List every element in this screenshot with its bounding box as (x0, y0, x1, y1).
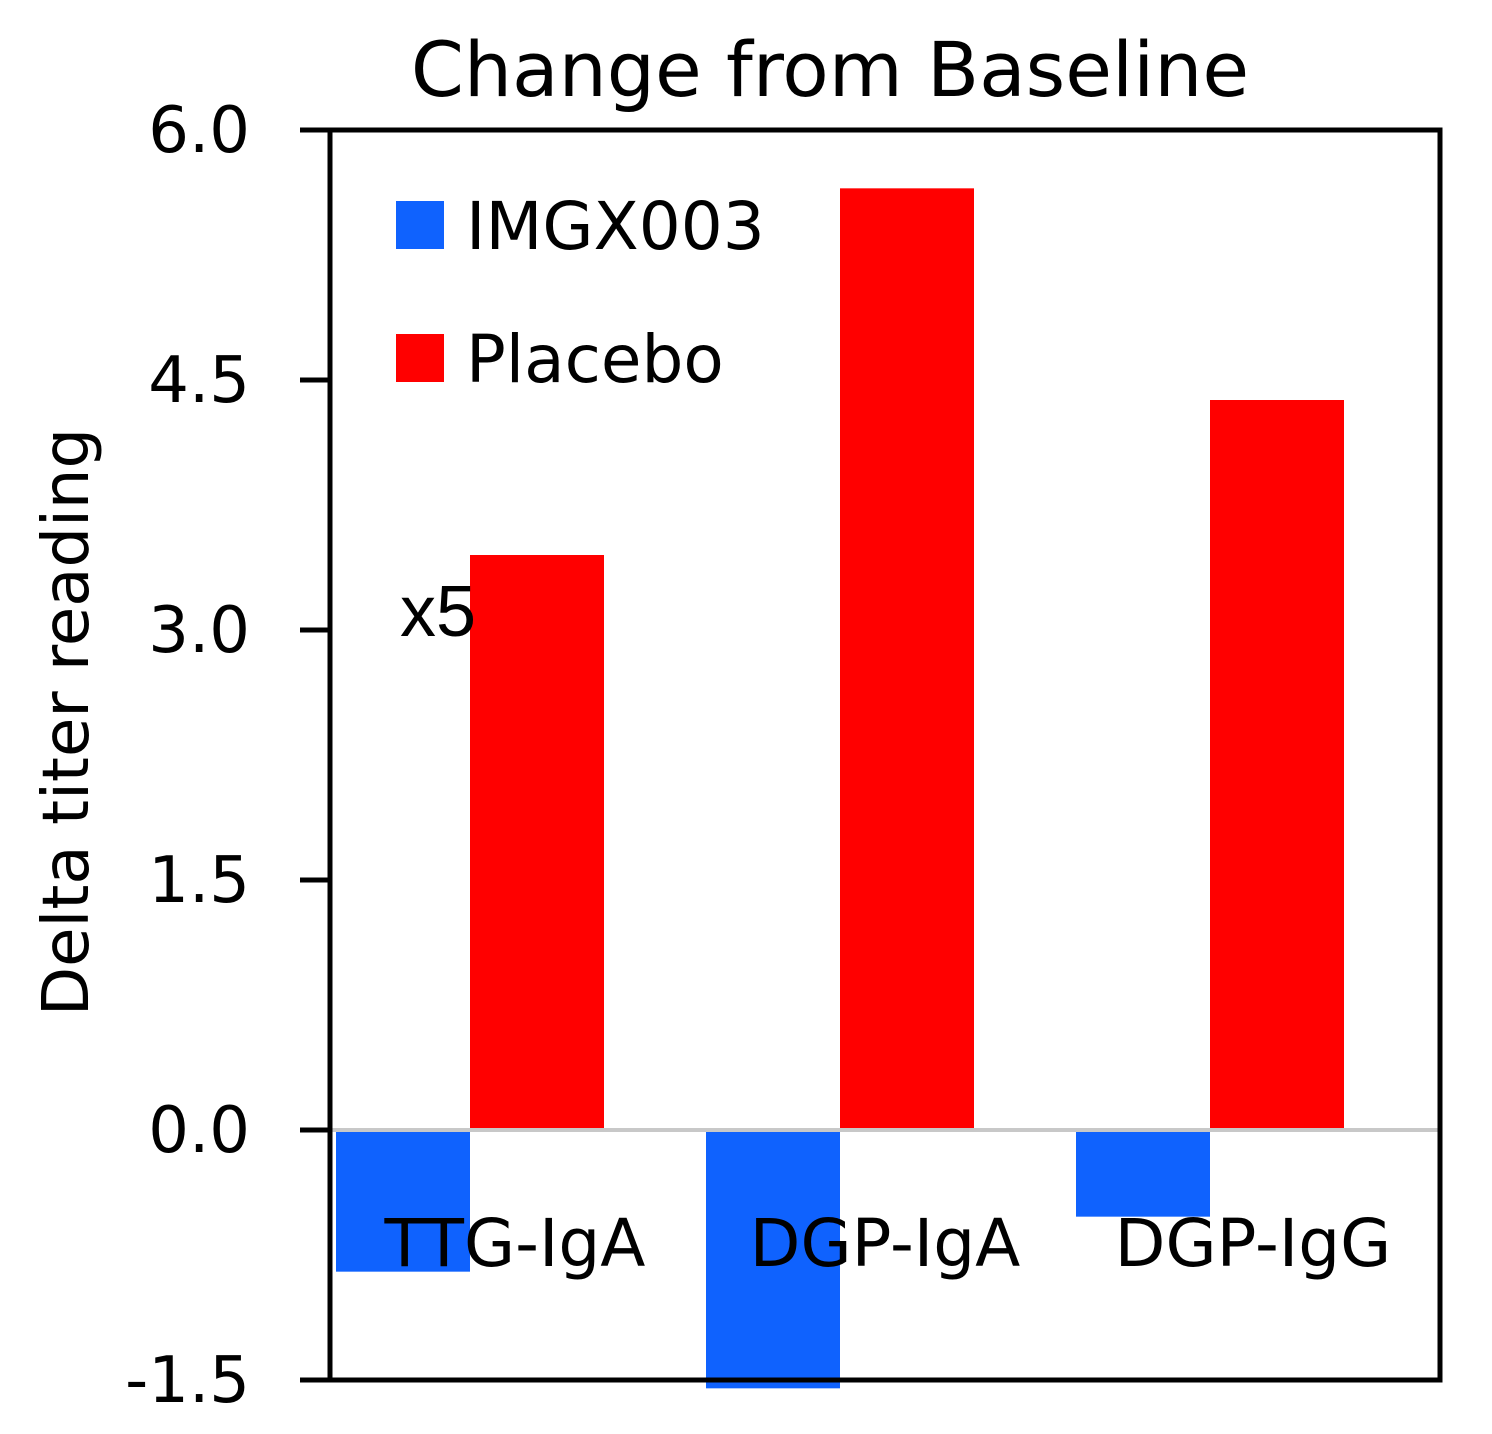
y-tick-label: 4.5 (148, 344, 250, 418)
legend-label-placebo: Placebo (466, 321, 724, 398)
bar-placebo-dgp-iga (840, 188, 974, 1131)
y-tick-label: 0.0 (148, 1094, 250, 1168)
category-labels: TTG-IgA DGP-IgA DGP-IgG (384, 1205, 1392, 1282)
y-tick-label: -1.5 (125, 1344, 250, 1418)
bars-group (336, 188, 1344, 1389)
y-tick-label: 6.0 (148, 94, 250, 168)
plot-frame (327, 127, 1443, 1383)
chart-title: Change from Baseline (411, 25, 1249, 114)
y-axis-label: Delta titer reading (30, 428, 104, 1016)
y-axis-ticks: 6.0 4.5 3.0 1.5 0.0 -1.5 (125, 94, 330, 1418)
bar-imgx003-ttg-iga (336, 1130, 470, 1272)
legend: IMGX003 Placebo (396, 188, 765, 398)
y-tick-label: 3.0 (148, 594, 250, 668)
category-label-dgp-iga: DGP-IgA (750, 1205, 1021, 1282)
legend-label-imgx003: IMGX003 (466, 188, 765, 265)
bar-placebo-ttg-iga (470, 555, 604, 1130)
bar-imgx003-dgp-igg (1076, 1130, 1210, 1217)
bar-imgx003-dgp-iga (706, 1130, 840, 1389)
category-label-dgp-igg: DGP-IgG (1115, 1205, 1392, 1282)
category-label-ttg-iga: TTG-IgA (384, 1205, 646, 1282)
bar-placebo-dgp-igg (1210, 400, 1344, 1130)
y-tick-label: 1.5 (148, 844, 250, 918)
legend-swatch-imgx003 (396, 201, 444, 249)
legend-swatch-placebo (396, 334, 444, 382)
annotation-label: x5 (400, 572, 476, 652)
